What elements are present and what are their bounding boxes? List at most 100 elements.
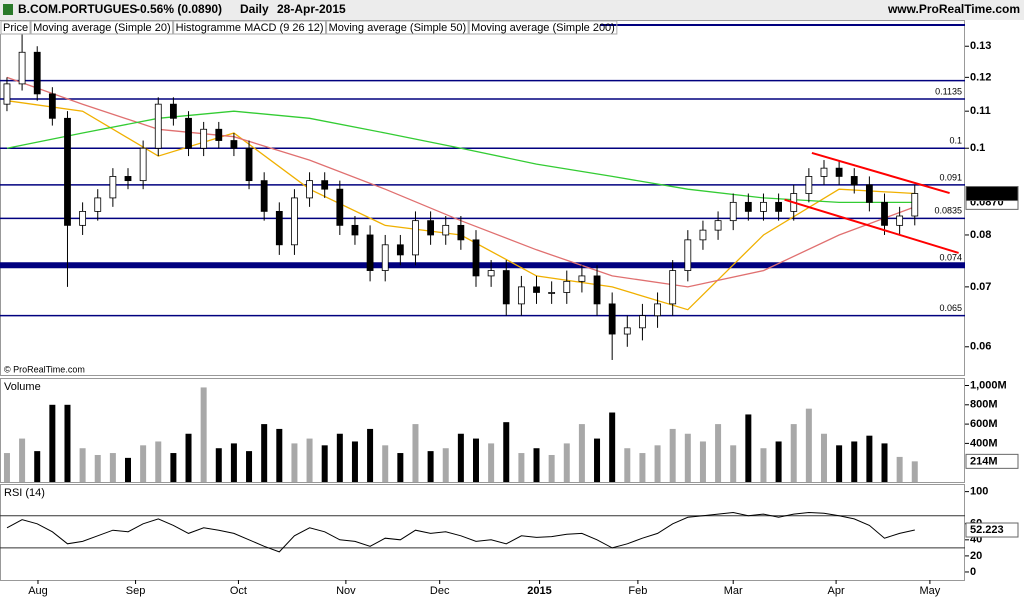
level-label: 0.0835 xyxy=(934,206,962,216)
volume-bar xyxy=(109,453,116,482)
candle-body xyxy=(442,224,450,236)
x-tick-label: Apr xyxy=(828,585,845,597)
candle-body xyxy=(275,210,283,246)
y-tick-label: 20 xyxy=(970,550,982,562)
candle-body xyxy=(865,184,873,203)
candle-body xyxy=(94,197,102,212)
volume-bar xyxy=(49,404,56,482)
x-tick-label: Oct xyxy=(230,585,247,597)
volume-bar xyxy=(715,424,722,482)
candle-body xyxy=(169,103,177,119)
last-value-label: 0.0890 xyxy=(970,187,1004,199)
candle-body xyxy=(245,147,253,182)
legend-entry: Moving average (Simple 200) xyxy=(471,22,615,34)
trendline xyxy=(784,198,959,254)
volume-bar xyxy=(397,453,404,482)
volume-bar xyxy=(291,443,298,482)
volume-bar xyxy=(427,451,434,482)
candle-body xyxy=(336,188,344,226)
volume-bar xyxy=(382,445,389,482)
candle-body xyxy=(760,201,767,212)
candle-body xyxy=(351,224,359,236)
volume-bar xyxy=(276,428,283,482)
level-label: 0.1 xyxy=(949,136,962,146)
volume-bar xyxy=(64,404,71,482)
period: Daily xyxy=(240,2,269,16)
header-bar xyxy=(0,0,1024,20)
watermark: © ProRealTime.com xyxy=(4,364,85,374)
volume-bar xyxy=(654,445,661,482)
last-value-label: 52.223 xyxy=(970,524,1004,536)
legend-entry: Moving average (Simple 20) xyxy=(33,22,171,34)
level-label: 0.065 xyxy=(939,303,962,313)
candle-body xyxy=(805,176,813,194)
volume-bar xyxy=(503,422,510,482)
candle-body xyxy=(820,167,828,177)
candle-body xyxy=(881,201,888,226)
volume-bar xyxy=(624,448,631,482)
x-tick-label: 2015 xyxy=(527,585,551,597)
y-tick-label: 0.06 xyxy=(970,341,991,353)
volume-bar xyxy=(34,451,41,482)
volume-bar xyxy=(246,451,253,482)
candle-body xyxy=(533,286,540,293)
volume-bar xyxy=(488,443,495,482)
volume-bar xyxy=(594,438,601,482)
candle-body xyxy=(260,180,268,212)
candle-body xyxy=(699,229,707,241)
rsi-panel xyxy=(0,484,965,581)
volume-bar xyxy=(321,445,328,482)
candle-body xyxy=(669,270,677,305)
candle-body xyxy=(366,234,374,271)
volume-bar xyxy=(805,408,812,482)
legend-entry: Price xyxy=(3,22,28,34)
y-tick-label: 1,000M xyxy=(970,379,1007,391)
candle-body xyxy=(79,210,87,226)
x-tick-label: Mar xyxy=(724,585,743,597)
legend-box xyxy=(0,20,31,35)
candle-body xyxy=(109,176,117,199)
volume-bar xyxy=(336,433,343,482)
volume-bar xyxy=(578,424,585,482)
y-tick-label: 0.11 xyxy=(970,105,991,117)
volume-bar xyxy=(866,435,873,482)
rsi-line xyxy=(6,511,915,553)
candle-body xyxy=(64,117,71,226)
trendline xyxy=(811,151,950,195)
icon xyxy=(3,4,13,15)
candle-body xyxy=(639,315,646,329)
volume-bar xyxy=(170,453,177,482)
y-tick-label: 800M xyxy=(970,399,998,411)
volume-bar xyxy=(140,445,147,482)
candle-body xyxy=(381,244,389,271)
candle-body xyxy=(230,140,238,149)
legend-box xyxy=(468,20,618,35)
volume-bar xyxy=(518,453,525,482)
candle-body xyxy=(714,220,722,231)
candle-body xyxy=(472,239,480,277)
candle-body xyxy=(396,244,404,256)
candle-body xyxy=(124,176,132,182)
volume-bar xyxy=(851,441,858,482)
candle-body xyxy=(729,201,737,222)
volume-bar xyxy=(306,438,313,482)
volume-bar xyxy=(699,441,706,482)
legend-entry: Moving average (Simple 50) xyxy=(329,22,467,34)
candle-body xyxy=(3,83,11,105)
volume-bar xyxy=(200,387,207,482)
candle-body xyxy=(200,128,208,149)
candle-body xyxy=(775,201,782,212)
candle-body xyxy=(487,270,495,277)
y-tick-label: 100 xyxy=(970,486,988,498)
legend-box xyxy=(326,20,469,35)
x-tick-label: Aug xyxy=(28,585,48,597)
volume-bar xyxy=(820,433,827,482)
x-tick-label: Feb xyxy=(628,585,647,597)
candle-body xyxy=(517,286,525,305)
candle-body xyxy=(608,303,616,335)
change: -0.56% (0.0890) xyxy=(136,2,222,16)
candle-body xyxy=(835,167,843,177)
volume-bar xyxy=(94,454,101,482)
candle-body xyxy=(306,180,313,199)
